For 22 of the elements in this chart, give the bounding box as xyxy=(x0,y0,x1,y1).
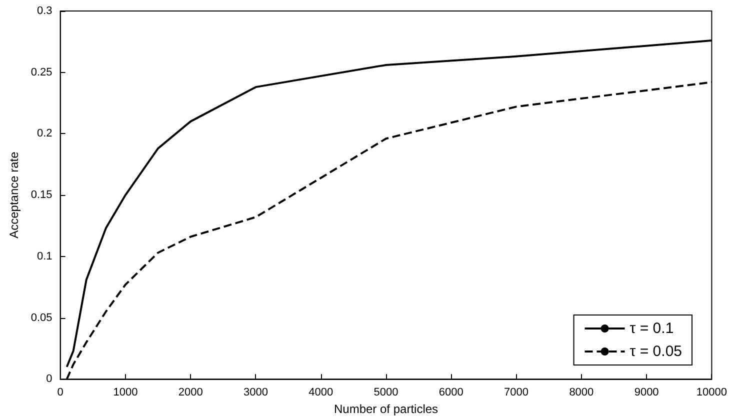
x-tick-label: 6000 xyxy=(438,386,464,399)
x-tick-label: 8000 xyxy=(569,386,594,399)
legend-label: τ = 0.1 xyxy=(630,320,674,337)
x-tick-label: 9000 xyxy=(634,386,659,399)
x-tick-label: 10000 xyxy=(696,386,728,399)
x-axis-title: Number of particles xyxy=(334,402,438,416)
y-tick-label: 0.25 xyxy=(30,66,52,78)
x-tick-label: 4000 xyxy=(308,386,334,399)
x-tick-label: 3000 xyxy=(243,386,268,399)
x-tick-label: 7000 xyxy=(504,386,529,399)
x-tick-label: 1000 xyxy=(113,386,138,399)
legend-label: τ = 0.05 xyxy=(630,343,682,360)
y-tick-label: 0.2 xyxy=(37,128,52,140)
x-tick-label: 5000 xyxy=(374,386,398,399)
x-tick-label: 0 xyxy=(57,386,64,399)
x-tick-label: 2000 xyxy=(178,386,203,399)
y-tick-label: 0.3 xyxy=(37,5,52,17)
y-tick-label: 0 xyxy=(46,373,52,386)
y-tick-label: 0.05 xyxy=(30,312,52,324)
y-axis-title: Acceptance rate xyxy=(7,151,21,238)
y-tick-label: 0.15 xyxy=(30,189,52,202)
y-tick-label: 0.1 xyxy=(37,250,52,262)
